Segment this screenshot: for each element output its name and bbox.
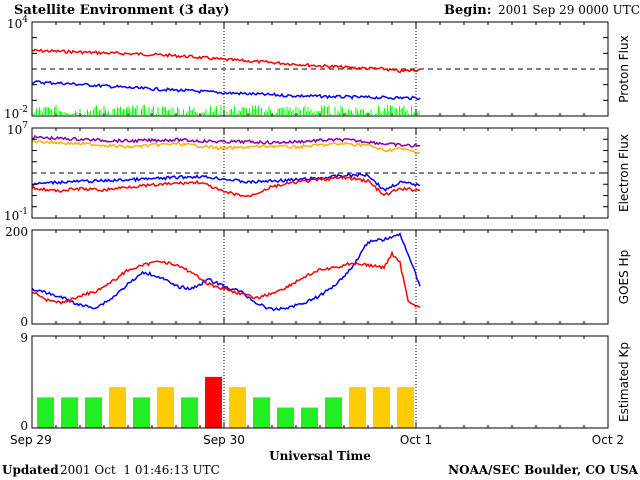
kp-bar-4	[109, 387, 126, 428]
kp-bar-9	[229, 387, 246, 428]
x-axis-label: Universal Time	[269, 449, 371, 463]
updated-label: Updated	[2, 463, 59, 477]
y-axis-label: GOES Hp	[617, 250, 631, 304]
y-tick-label: 200	[5, 225, 28, 239]
begin-value: 2001 Sep 29 0000 UTC	[498, 3, 640, 17]
kp-bar-12	[301, 407, 318, 428]
y-tick-label: 104	[7, 15, 28, 31]
panel-3: 200 0 GOES Hp	[5, 225, 631, 329]
chart-title: Satellite Environment (3 day)	[14, 3, 229, 18]
series-red-line	[31, 174, 420, 198]
series-orange-line	[31, 139, 421, 155]
kp-bar-16	[397, 387, 414, 428]
credit-text: NOAA/SEC Boulder, CO USA	[448, 463, 639, 477]
y-tick-label: 107	[7, 121, 28, 137]
series-red-line	[31, 48, 421, 74]
y-tick-label: 9	[20, 331, 28, 345]
kp-bar-14	[349, 387, 366, 428]
series-blue-line	[31, 232, 421, 312]
series-blue-line	[31, 172, 421, 192]
x-tick-label: Oct 1	[400, 433, 432, 447]
y-axis-label: Electron Flux	[617, 134, 631, 212]
series-purple-line	[31, 134, 421, 148]
kp-bar-13	[325, 397, 342, 428]
panel-4: 9 0 Estimated Kp	[20, 331, 631, 433]
series-green-noise	[31, 105, 420, 115]
kp-bar-5	[133, 397, 150, 428]
series-blue-line	[31, 80, 421, 101]
updated-value: 2001 Oct 1 01:46:13 UTC	[60, 463, 220, 477]
x-axis: Sep 29 Sep 30 Oct 1 Oct 2	[10, 22, 624, 447]
kp-bar-11	[277, 407, 294, 428]
kp-bar-2	[61, 397, 78, 428]
y-axis-label: Proton Flux	[617, 35, 631, 102]
kp-bar-10	[253, 397, 270, 428]
panel-1: 104 10-2 Proton Flux	[4, 15, 631, 121]
x-tick-label: Sep 30	[203, 433, 245, 447]
panel-2: 107 10-1 Electron Flux	[4, 121, 631, 223]
x-tick-label: Oct 2	[592, 433, 624, 447]
x-tick-label: Sep 29	[10, 433, 52, 447]
kp-bar-1	[37, 397, 54, 428]
begin-label: Begin:	[444, 3, 492, 18]
kp-bar-6	[157, 387, 174, 428]
chart-panels: 104 10-2 Proton Flux 107 10-1 Electron Flux 20…	[4, 15, 631, 433]
kp-bar-8	[205, 376, 222, 428]
kp-bar-15	[373, 387, 390, 428]
y-axis-label: Estimated Kp	[617, 342, 631, 422]
y-tick-label: 0	[20, 315, 28, 329]
kp-bar-3	[85, 397, 102, 428]
series-red-line	[31, 250, 421, 309]
y-tick-label: 10-1	[4, 207, 28, 223]
kp-bar-7	[181, 397, 198, 428]
y-tick-label: 10-2	[4, 105, 28, 121]
y-tick-label: 0	[20, 419, 28, 433]
